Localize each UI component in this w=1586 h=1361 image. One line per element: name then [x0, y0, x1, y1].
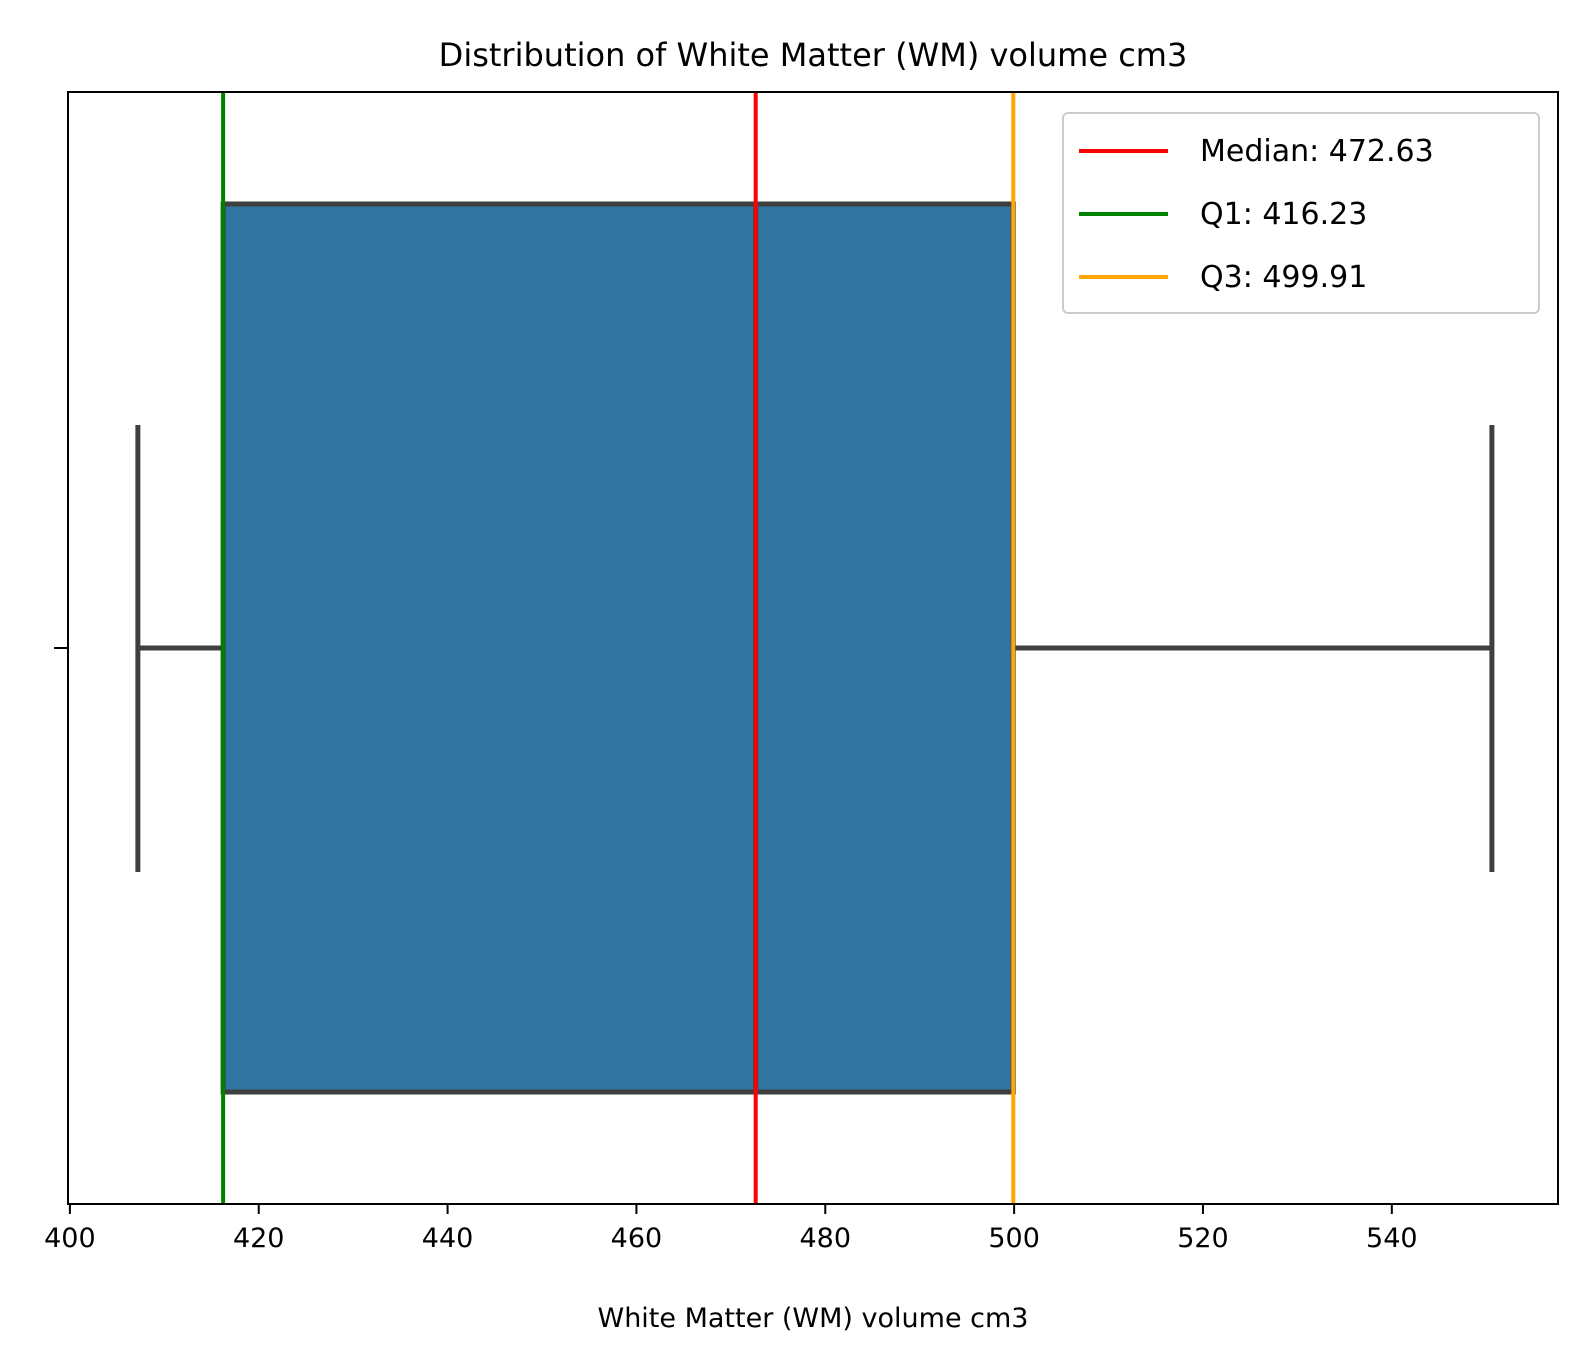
x-tick-label: 500: [988, 1223, 1040, 1254]
chart-title: Distribution of White Matter (WM) volume…: [439, 36, 1188, 74]
legend-frame: [1062, 112, 1540, 314]
x-tick-label: 520: [1177, 1223, 1229, 1254]
x-tick-label: 440: [422, 1223, 474, 1254]
legend-label: Q3: 499.91: [1200, 260, 1367, 295]
legend-label: Median: 472.63: [1200, 134, 1434, 169]
x-tick-label: 540: [1366, 1223, 1418, 1254]
x-tick-label: 420: [233, 1223, 285, 1254]
x-axis-label: White Matter (WM) volume cm3: [598, 1303, 1029, 1334]
box-body: [220, 201, 1016, 1095]
legend: Median: 472.63 Q1: 416.23 Q3: 499.91: [1062, 112, 1540, 314]
x-tick-label: 460: [611, 1223, 663, 1254]
legend-label: Q1: 416.23: [1200, 197, 1367, 232]
x-tick-label: 400: [44, 1223, 96, 1254]
x-tick-label: 480: [800, 1223, 852, 1254]
